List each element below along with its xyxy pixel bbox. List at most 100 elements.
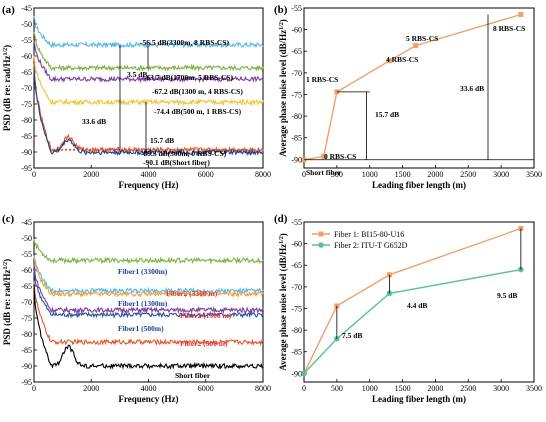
psd-series-marker [181,148,184,151]
panel-c: 0 2000 4000 6000 8000 -95 -90 -85 -80 -75 -70 -65 -6… [2,213,271,404]
series-label: Fiber2 (1300 m) [180,311,232,320]
x-tick-label: 3000 [493,170,509,179]
psd-series-line [33,255,264,295]
series-label: Fiber2 (3300 m) [166,289,218,298]
x-tick-label: 6000 [198,170,214,179]
x-tick-label: 3500 [526,384,542,393]
panel-b: 0 500 1000 1500 2000 2500 3000 3500 -90 -85 -80 -75… [274,4,542,190]
data-point [321,153,327,159]
x-tick-label: 2500 [460,384,476,393]
legend-marker [318,242,324,248]
y-tick-label: -75 [291,90,302,99]
psd-series-marker [189,148,192,151]
y-tick-label: -90 [291,369,302,378]
y-tick-label: -55 [21,36,32,45]
annotation-label: 0 RBS-CS [324,152,356,161]
data-point [518,11,524,17]
data-point [334,335,340,342]
x-tick-label: 500 [331,170,343,179]
x-tick-label: 0 [302,170,306,179]
y-tick-label: -70 [21,298,32,307]
y-tick-label: -70 [291,69,302,78]
x-axis-label: Leading fiber length (m) [372,180,466,190]
y-tick-label: -85 [21,132,32,141]
y-axis-label: PSD (dB re: rad/Hz1/2) [2,259,12,345]
panel-label: (b) [274,4,288,16]
panel-d: 0 500 1000 1500 2000 2500 3000 3500 -90 -85 -80 -75… [274,213,542,404]
psd-series-line [33,67,264,157]
annotation-label: 15.7 dB [375,110,399,119]
y-tick-label: -90 [21,362,32,371]
y-tick-label: -70 [291,283,302,292]
psd-series-marker [52,148,56,151]
psd-series-marker [72,148,76,151]
psd-series-marker [84,148,88,151]
y-axis-label: Average phase noise level (dB/Hz1/2) [278,233,288,371]
y-tick-label: -85 [291,348,302,357]
x-tick-label: 0 [32,170,36,179]
psd-series-line [33,284,264,370]
annotation-label: 1 RBS-CS [306,75,338,84]
annotation-label: -56.5 dB(3300m, 8 RBS-CS) [140,38,229,47]
psd-series-marker [137,148,140,151]
psd-series-line [33,255,264,299]
y-tick-label: -80 [291,326,302,335]
x-tick-label: 6000 [198,384,214,393]
y-tick-label: -85 [291,134,302,143]
psd-series-line [33,281,264,346]
x-tick-label: 8000 [255,384,271,393]
annotation-label: 15.7 dB [150,136,174,145]
psd-series-marker [205,148,208,151]
psd-series-line [33,15,264,49]
y-tick-label: -55 [21,250,32,259]
psd-series-marker [169,148,172,151]
data-point [413,43,419,49]
psd-series-line [33,263,264,315]
y-tick-label: -80 [291,112,302,121]
psd-series-marker [225,148,228,151]
y-tick-label: -60 [291,26,302,35]
y-tick-label: -60 [291,240,302,249]
psd-series-marker [101,148,104,151]
y-tick-label: -70 [21,84,32,93]
psd-series-marker [133,148,136,151]
psd-series-marker [241,148,244,151]
psd-series-marker [221,148,224,151]
psd-series-marker [117,148,120,151]
annotation-label: -74.4 dB(500 m, 1 RBS-CS) [154,107,242,116]
panel-label: (c) [2,213,15,225]
psd-series-marker [129,148,132,151]
psd-series-marker [257,148,260,151]
x-tick-label: 2500 [460,170,476,179]
annotation-label: -90.1 dB(Short fiber) [143,158,210,167]
psd-series-marker [97,148,100,151]
y-tick-label: -55 [291,218,302,227]
psd-series-marker [201,148,204,151]
x-tick-label: 500 [331,384,343,393]
x-tick-label: 1500 [395,384,411,393]
psd-series-marker [185,148,188,151]
y-tick-label: -55 [291,4,302,13]
legend-marker [318,231,324,237]
y-tick-label: -60 [21,266,32,275]
annotation-label: -89.3 dB(300m, 0 RBS-CS) [141,149,227,158]
legend-label: Fiber 1: BI15-80-U16 [334,230,404,239]
series-label: Fiber1 (1300m) [118,299,168,308]
plot-frame [303,221,535,383]
psd-series-marker [93,148,96,151]
y-axis-label: Average phase noise level (dB/Hz1/2) [278,19,288,157]
x-axis-label: Frequency (Hz) [118,180,178,190]
annotation-label: -63.7 dB(1700m, 5 RBS-CS) [144,73,233,82]
annotation-label: Short fiber [306,168,342,177]
data-point [301,370,307,377]
annotation-label: 7.5 dB [342,331,362,340]
y-tick-label: -75 [21,314,32,323]
psd-series-line [33,270,264,319]
x-tick-label: 3000 [493,384,509,393]
psd-series-marker [105,148,108,151]
annotation-label: 5 RBS-CS [406,34,438,43]
data-point [386,58,392,64]
x-tick-label: 2000 [427,170,443,179]
psd-series-marker [141,148,144,151]
